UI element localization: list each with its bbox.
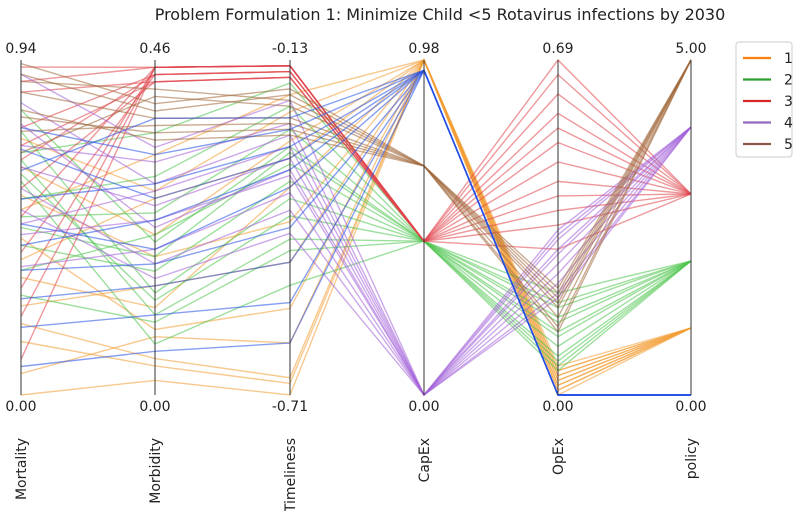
axis-mortality-name: Mortality (14, 438, 30, 500)
policy-2-line (20, 109, 692, 309)
policy-4-line (20, 123, 692, 397)
policy-2-line (20, 159, 692, 316)
policy-2-line (20, 173, 692, 323)
polylines-layer (20, 58, 692, 397)
axis-policy-max-label: 5.00 (675, 41, 706, 57)
policy-5-line (20, 59, 692, 290)
legend: 1 2 3 4 5 (735, 41, 793, 158)
policy-4-line (20, 126, 692, 397)
axis-opex-max-label: 0.69 (542, 41, 573, 57)
axes-layer: 0.94 0.00 Mortality 0.46 0.00 Morbidity -0.13 -… (5, 41, 706, 511)
axis-morbidity-name: Morbidity (148, 438, 164, 504)
legend-label-2: 2 (784, 73, 793, 89)
axis-capex-max-label: 0.98 (408, 41, 439, 57)
axis-mortality-max-label: 0.94 (5, 41, 36, 57)
axis-policy-min-label: 0.00 (675, 399, 706, 415)
policy-2-line (20, 130, 692, 362)
policy-4-line (20, 126, 692, 397)
axis-timeliness-min-label: -0.71 (272, 399, 308, 415)
chart-title: Problem Formulation 1: Minimize Child <5… (155, 5, 726, 24)
axis-timeliness-name: Timeliness (283, 438, 299, 511)
policy-5-line (20, 59, 692, 334)
policy-1-line (20, 59, 692, 377)
policy-3-line (20, 65, 692, 317)
policy-4-line (20, 126, 692, 397)
axis-morbidity-min-label: 0.00 (139, 399, 170, 415)
policy-5-line (20, 59, 692, 304)
legend-label-1: 1 (784, 51, 793, 67)
axis-morbidity-max-label: 0.46 (139, 41, 170, 57)
legend-label-3: 3 (784, 94, 793, 110)
policy-1-line (20, 58, 692, 392)
legend-label-5: 5 (784, 137, 793, 153)
policy-5-line (20, 59, 692, 309)
policy-2-line (20, 82, 692, 358)
policy-1-line (20, 58, 692, 396)
axis-timeliness-max-label: -0.13 (272, 41, 308, 57)
policy-0-line (20, 68, 691, 396)
axis-mortality-min-label: 0.00 (5, 399, 36, 415)
legend-label-4: 4 (784, 116, 793, 132)
policy-3-line (20, 76, 692, 242)
policy-1-line (20, 59, 692, 372)
axis-capex-min-label: 0.00 (408, 399, 439, 415)
policy-5-line (20, 59, 692, 319)
policy-1-line (20, 58, 692, 367)
axis-opex-name: OpEx (551, 438, 567, 475)
policy-5-line (20, 59, 692, 295)
policy-4-line (20, 126, 692, 397)
axis-capex-name: CapEx (417, 438, 433, 482)
axis-policy-name: policy (684, 438, 700, 479)
policy-1-line (20, 58, 692, 372)
policy-5-line (20, 59, 692, 300)
legend-box (735, 41, 793, 158)
axis-opex-min-label: 0.00 (542, 399, 573, 415)
policy-2-line (20, 105, 692, 338)
policy-2-line (20, 163, 692, 333)
policy-4-line (20, 122, 692, 397)
